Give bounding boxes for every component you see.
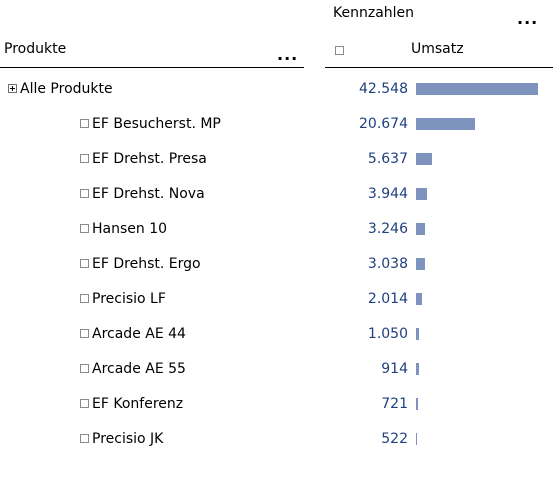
table-row: EF Besucherst. MP 20.674 xyxy=(0,113,553,139)
row-value: 1.050 xyxy=(367,326,408,342)
row-label[interactable]: Hansen 10 xyxy=(92,221,168,237)
table-row: Hansen 10 3.246 xyxy=(0,218,553,244)
row-label[interactable]: EF Drehst. Ergo xyxy=(92,256,201,272)
table-row: Arcade AE 44 1.050 xyxy=(0,323,553,349)
row-label[interactable]: EF Drehst. Presa xyxy=(92,151,207,167)
row-value: 3.246 xyxy=(367,221,408,237)
collapse-box-icon[interactable] xyxy=(80,329,89,338)
row-label[interactable]: Precisio LF xyxy=(92,291,166,307)
value-bar xyxy=(416,363,419,375)
row-label[interactable]: EF Konferenz xyxy=(92,396,184,412)
collapse-box-icon[interactable] xyxy=(80,224,89,233)
value-bar xyxy=(416,258,425,270)
value-bar xyxy=(416,433,417,445)
measure-header-umsatz: Umsatz xyxy=(411,41,464,57)
dimension-header-produkte: Produkte xyxy=(4,41,67,57)
expand-plus-icon[interactable] xyxy=(8,84,17,93)
value-bar xyxy=(416,223,425,235)
table-row: EF Drehst. Nova 3.944 xyxy=(0,183,553,209)
row-value: 20.674 xyxy=(359,116,408,132)
table-row: EF Drehst. Ergo 3.038 xyxy=(0,253,553,279)
value-bar xyxy=(416,118,475,130)
row-value: 42.548 xyxy=(359,81,408,97)
measures-more-menu[interactable]: ... xyxy=(517,9,539,28)
row-value: 914 xyxy=(381,361,408,377)
collapse-box-icon[interactable] xyxy=(80,399,89,408)
collapse-box-icon[interactable] xyxy=(80,259,89,268)
row-label[interactable]: EF Drehst. Nova xyxy=(92,186,205,202)
header-divider-left xyxy=(0,67,304,68)
table-row: EF Konferenz 721 xyxy=(0,393,553,419)
dimension-more-menu[interactable]: ... xyxy=(277,45,299,64)
value-bar xyxy=(416,153,432,165)
value-bar xyxy=(416,398,418,410)
row-value: 2.014 xyxy=(367,291,408,307)
collapse-box-icon[interactable] xyxy=(80,189,89,198)
row-value: 522 xyxy=(381,431,408,447)
collapse-box-icon[interactable] xyxy=(80,119,89,128)
table-row: Precisio LF 2.014 xyxy=(0,288,553,314)
collapse-box-icon[interactable] xyxy=(80,294,89,303)
row-value: 3.944 xyxy=(367,186,408,202)
row-label[interactable]: Alle Produkte xyxy=(20,81,113,97)
table-row: Alle Produkte 42.548 xyxy=(0,78,553,104)
row-label[interactable]: Precisio JK xyxy=(92,431,164,447)
value-bar xyxy=(416,83,538,95)
header-divider-right xyxy=(325,67,553,68)
collapse-box-icon[interactable] xyxy=(80,364,89,373)
table-row: Arcade AE 55 914 xyxy=(0,358,553,384)
value-bar xyxy=(416,328,419,340)
collapse-box-icon[interactable] xyxy=(80,154,89,163)
row-label[interactable]: EF Besucherst. MP xyxy=(92,116,221,132)
row-value: 721 xyxy=(381,396,408,412)
value-bar xyxy=(416,188,427,200)
row-value: 3.038 xyxy=(367,256,408,272)
row-value: 5.637 xyxy=(367,151,408,167)
measure-collapse-icon[interactable] xyxy=(335,46,344,55)
table-row: Precisio JK 522 xyxy=(0,428,553,454)
value-bar xyxy=(416,293,422,305)
row-label[interactable]: Arcade AE 44 xyxy=(92,326,186,342)
row-label[interactable]: Arcade AE 55 xyxy=(92,361,186,377)
table-row: EF Drehst. Presa 5.637 xyxy=(0,148,553,174)
measures-header: Kennzahlen xyxy=(333,5,415,21)
collapse-box-icon[interactable] xyxy=(80,434,89,443)
